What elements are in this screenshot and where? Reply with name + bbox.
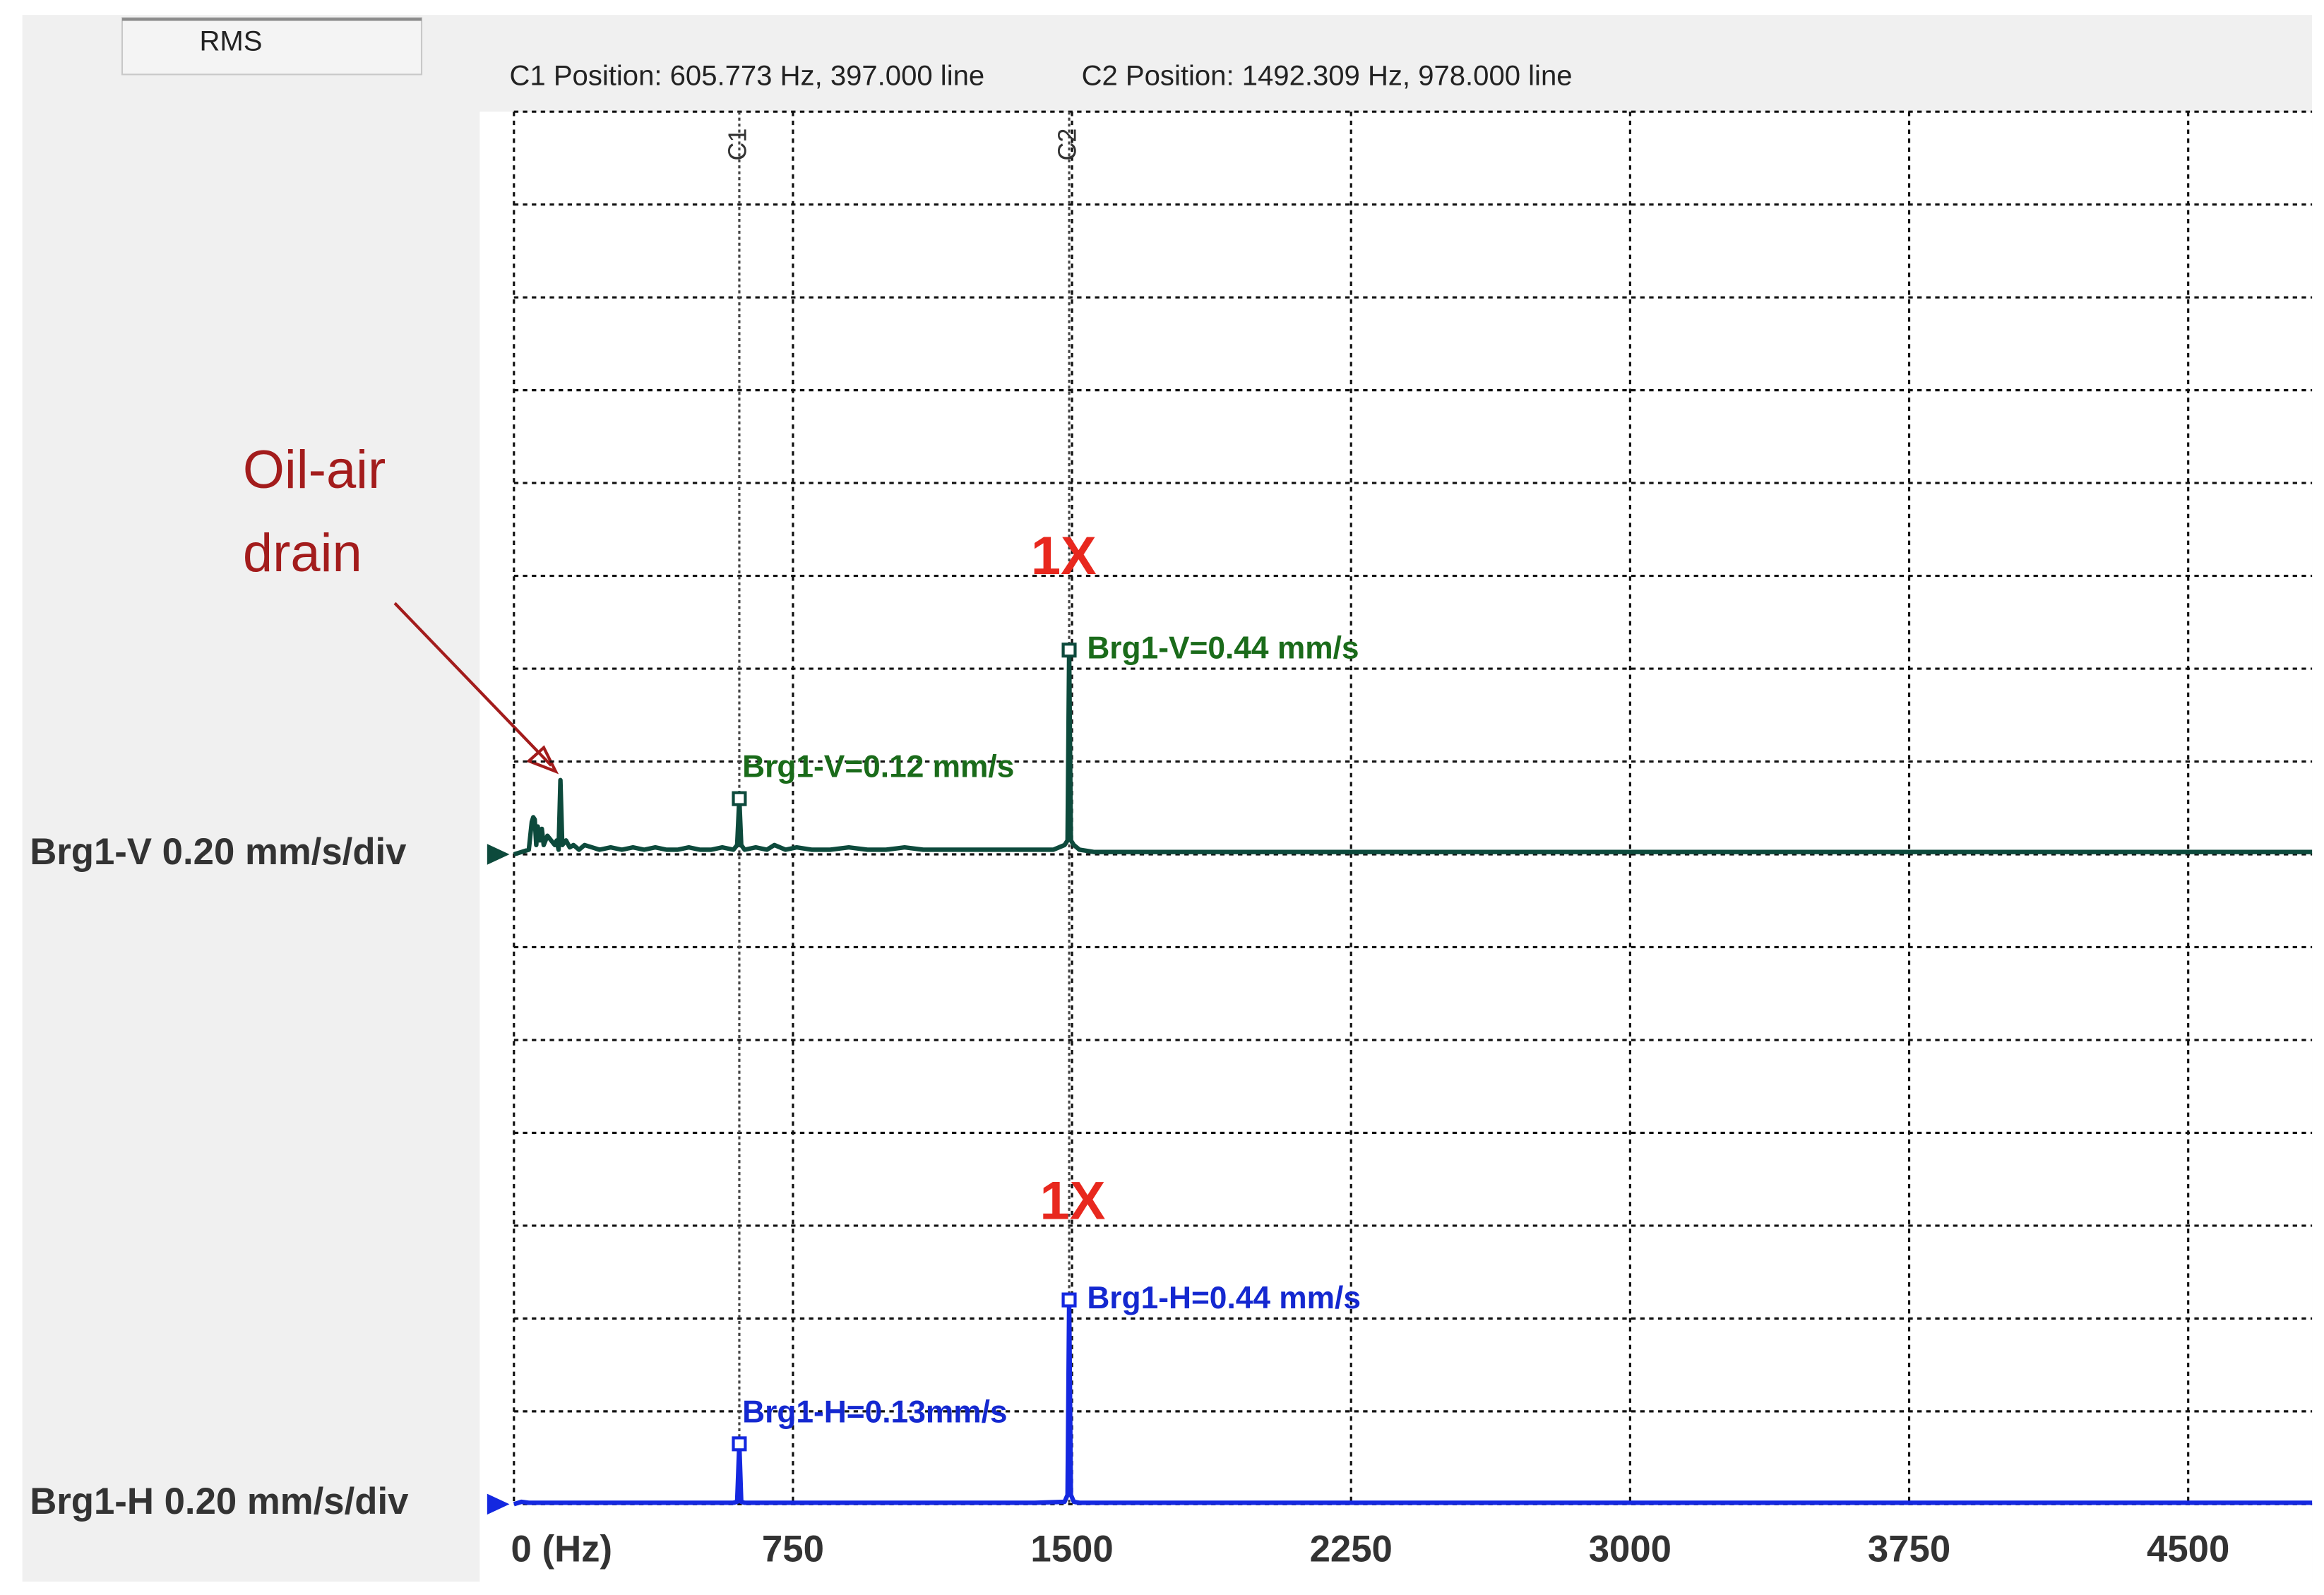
cursor-label[interactable]: C2 bbox=[1053, 129, 1081, 161]
peak-label: Brg1-V=0.12 mm/s bbox=[742, 750, 1014, 784]
annotation-arrowhead bbox=[525, 745, 559, 775]
channel-marker bbox=[487, 844, 510, 865]
cursor-readout: C2 Position: 1492.309 Hz, 978.000 line bbox=[1082, 60, 1573, 91]
x-tick-label: 0 (Hz) bbox=[511, 1529, 613, 1570]
x-tick-label: 3750 bbox=[1868, 1529, 1950, 1570]
peak-label: Brg1-H=0.44 mm/s bbox=[1087, 1281, 1361, 1315]
x-tick-label: 4500 bbox=[2147, 1529, 2229, 1570]
x-tick-label: 2250 bbox=[1310, 1529, 1393, 1570]
peak-marker bbox=[732, 791, 747, 806]
cursor-label[interactable]: C1 bbox=[723, 129, 751, 161]
spectrum-line bbox=[513, 647, 2313, 857]
x-tick-label: 3000 bbox=[1589, 1529, 1672, 1570]
peak-marker bbox=[732, 1436, 747, 1452]
channel-label: Brg1-V 0.20 mm/s/div bbox=[30, 831, 407, 873]
mode-box[interactable] bbox=[121, 17, 423, 76]
channel-marker bbox=[487, 1493, 510, 1515]
cursor-readout: C1 Position: 605.773 Hz, 397.000 line bbox=[509, 60, 984, 91]
annotation: 1X bbox=[1031, 526, 1097, 586]
peak-marker bbox=[1061, 643, 1077, 658]
mode-label[interactable]: RMS bbox=[199, 26, 262, 57]
peak-marker bbox=[1061, 1292, 1077, 1308]
plot-area bbox=[479, 112, 2313, 1582]
spectrum-line bbox=[513, 1297, 2313, 1507]
annotation: 1X bbox=[1039, 1171, 1105, 1231]
channel-label: Brg1-H 0.20 mm/s/div bbox=[30, 1481, 409, 1522]
annotation: Oil-air bbox=[243, 440, 386, 500]
x-tick-label: 750 bbox=[762, 1529, 824, 1570]
peak-label: Brg1-V=0.44 mm/s bbox=[1087, 631, 1359, 665]
x-tick-label: 1500 bbox=[1030, 1529, 1113, 1570]
annotation-arrow bbox=[393, 602, 553, 767]
annotation: drain bbox=[243, 523, 362, 583]
peak-label: Brg1-H=0.13mm/s bbox=[742, 1394, 1007, 1429]
